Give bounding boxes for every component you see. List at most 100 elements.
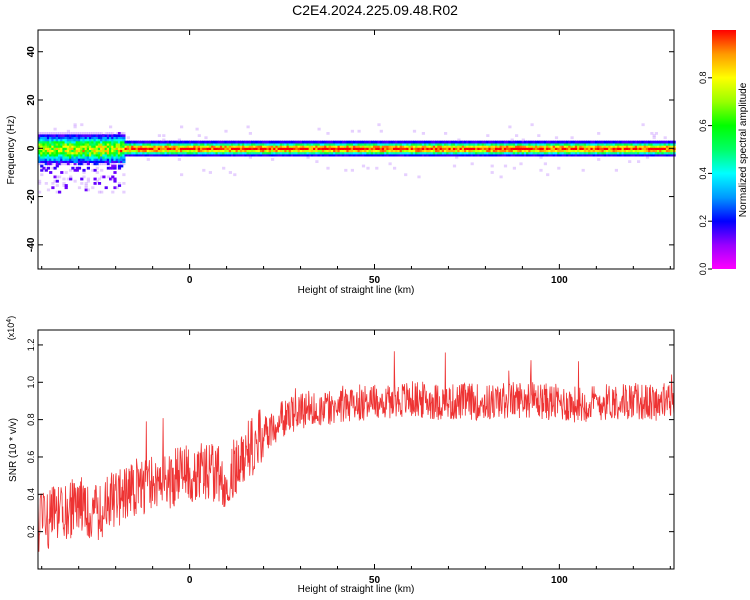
spectrogram-cell bbox=[548, 153, 552, 157]
spectrogram-cell bbox=[148, 145, 153, 148]
spectrogram-cell bbox=[146, 147, 150, 150]
spectrogram-cell bbox=[317, 149, 321, 153]
spectrogram-cell bbox=[217, 153, 221, 157]
spectrogram-cell bbox=[497, 151, 501, 155]
spectrogram-cell bbox=[610, 149, 614, 153]
spectrogram-cell bbox=[612, 153, 616, 157]
spectrogram-cell bbox=[86, 160, 90, 163]
spectrogram-cell bbox=[448, 153, 452, 157]
spectrogram-cell bbox=[91, 132, 95, 135]
spectrogram-cell bbox=[262, 153, 266, 157]
spectrogram-cell bbox=[93, 162, 97, 166]
spectrogram-cell bbox=[464, 140, 468, 144]
spectrogram-cell bbox=[97, 134, 102, 137]
spectrogram-cell bbox=[435, 142, 439, 146]
spectrogram-cell bbox=[661, 142, 665, 146]
spectrogram-cell bbox=[51, 134, 55, 137]
spectrogram-cell bbox=[191, 140, 195, 144]
spectrogram-cell bbox=[175, 151, 179, 155]
spectrogram-cell bbox=[353, 149, 357, 153]
spectrogram-cell bbox=[654, 149, 658, 153]
spectrogram-cell bbox=[177, 147, 181, 150]
spectrogram-cell bbox=[486, 145, 490, 148]
spectrogram-cell bbox=[55, 158, 59, 161]
spectrogram-cell bbox=[421, 140, 425, 144]
spectrogram-cell bbox=[588, 153, 592, 157]
spectrogram-cell bbox=[286, 151, 290, 155]
spectrogram-cell bbox=[348, 153, 352, 157]
spectrogram-cell bbox=[539, 168, 543, 172]
spectrogram-cell bbox=[614, 168, 618, 172]
spectrogram-cell bbox=[231, 147, 235, 150]
spectrogram-cell bbox=[506, 140, 510, 144]
spectrogram-cell bbox=[665, 142, 670, 146]
spectrogram-cell bbox=[490, 145, 494, 148]
spectrogram-cell bbox=[275, 147, 279, 150]
spectrogram-cell bbox=[421, 142, 425, 146]
spectrogram-cell bbox=[122, 160, 126, 163]
spectrogram-cell bbox=[370, 151, 374, 155]
spectrogram-cell bbox=[122, 153, 126, 157]
spectrogram-cell bbox=[89, 149, 93, 153]
spectrogram-cell bbox=[639, 149, 643, 153]
spectrogram-cell bbox=[623, 147, 627, 150]
spectrogram-cell bbox=[395, 147, 399, 150]
spectrogram-cell bbox=[77, 140, 82, 144]
spectrogram-cell bbox=[248, 145, 252, 148]
spectrogram-cell bbox=[38, 155, 42, 159]
spectrogram-cell bbox=[126, 142, 130, 146]
spectrogram-cell bbox=[299, 142, 303, 146]
spectrogram-cell bbox=[639, 147, 643, 150]
spectrogram-cell bbox=[255, 140, 259, 144]
spectrogram-cell bbox=[106, 147, 110, 150]
spectrogram-cell bbox=[592, 149, 596, 153]
spectrogram-cell bbox=[590, 147, 594, 150]
spectrogram-cell bbox=[650, 151, 654, 155]
spectrogram-cell bbox=[388, 147, 392, 150]
spectrogram-cell bbox=[38, 140, 42, 144]
spectrogram-cell bbox=[306, 155, 310, 159]
spectrogram-cell bbox=[162, 145, 166, 148]
spectrogram-cell bbox=[337, 151, 341, 155]
spectrogram-cell bbox=[86, 153, 90, 157]
spectrogram-cell bbox=[224, 151, 228, 155]
spectrogram-cell bbox=[452, 149, 457, 153]
spectrogram-cell bbox=[370, 153, 374, 157]
spectrogram-cell bbox=[273, 147, 277, 150]
spectrogram-cell bbox=[120, 134, 124, 137]
spectrogram-cell bbox=[122, 182, 126, 185]
spectrogram-cell bbox=[282, 153, 286, 157]
spectrogram-cell bbox=[86, 145, 90, 148]
spectrogram-cell bbox=[146, 142, 150, 146]
spectrogram-cell bbox=[470, 147, 474, 150]
spectrogram-cell bbox=[49, 147, 53, 150]
spectrogram-cell bbox=[60, 162, 64, 166]
spectrogram-cell bbox=[393, 147, 397, 150]
spectrogram-cell bbox=[120, 160, 124, 163]
spectrogram-cell bbox=[202, 147, 206, 150]
spectrogram-cell bbox=[271, 149, 275, 153]
spectrogram-cell bbox=[53, 166, 57, 170]
spectrogram-cell bbox=[379, 153, 383, 157]
spectrogram-cell bbox=[124, 145, 128, 148]
spectrogram-cell bbox=[503, 147, 508, 150]
spectrogram-cell bbox=[657, 142, 661, 146]
spectrogram-cell bbox=[579, 151, 583, 155]
spectrogram-cell bbox=[470, 153, 474, 157]
spectrogram-cell bbox=[184, 142, 188, 146]
spectrogram-cell bbox=[77, 186, 82, 190]
spectrogram-cell bbox=[566, 145, 570, 148]
spectrogram-cell bbox=[539, 140, 543, 144]
spectrogram-cell bbox=[100, 138, 104, 142]
spectrogram-cell bbox=[406, 153, 410, 157]
spectrogram-cell bbox=[612, 145, 616, 148]
spectrogram-cell bbox=[313, 140, 317, 144]
spectrogram-cell bbox=[326, 145, 330, 148]
spectrogram-cell bbox=[273, 142, 277, 146]
spectrogram-cell bbox=[129, 142, 133, 146]
spectrogram-cell bbox=[244, 151, 248, 155]
spectrogram-cell bbox=[246, 142, 250, 146]
spectrogram-cell bbox=[91, 151, 95, 155]
spectrogram-cell bbox=[337, 147, 341, 150]
spectrogram-cell bbox=[146, 149, 150, 153]
